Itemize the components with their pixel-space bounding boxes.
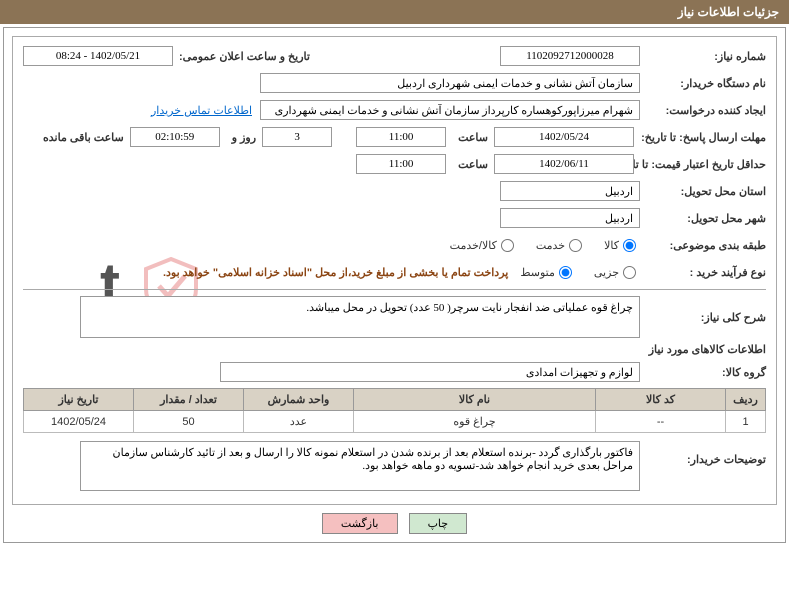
th-qty: تعداد / مقدار xyxy=(134,389,244,411)
requester-label: ایجاد کننده درخواست: xyxy=(646,104,766,117)
cell-code: -- xyxy=(596,411,726,433)
remain-days-input[interactable] xyxy=(262,127,332,147)
group-input[interactable] xyxy=(220,362,640,382)
radio-medium-input[interactable] xyxy=(559,266,572,279)
radio-medium-label: متوسط xyxy=(520,266,555,279)
need-no-input[interactable] xyxy=(500,46,640,66)
category-label: طبقه بندی موضوعی: xyxy=(646,239,766,252)
radio-goods-label: کالا xyxy=(604,239,619,252)
need-no-label: شماره نیاز: xyxy=(646,50,766,63)
table-header-row: ردیف کد کالا نام کالا واحد شمارش تعداد /… xyxy=(24,389,766,411)
time-label-2: ساعت xyxy=(458,158,488,171)
radio-both-label: کالا/خدمت xyxy=(450,239,497,252)
process-radio-group: جزیی متوسط xyxy=(520,266,640,279)
items-table: ردیف کد کالا نام کالا واحد شمارش تعداد /… xyxy=(23,388,766,433)
back-button[interactable]: بازگشت xyxy=(322,513,398,534)
radio-service-label: خدمت xyxy=(536,239,565,252)
page-header: جزئیات اطلاعات نیاز xyxy=(0,0,789,24)
th-date: تاریخ نیاز xyxy=(24,389,134,411)
validity-time-input[interactable] xyxy=(356,154,446,174)
deadline-label: مهلت ارسال پاسخ: تا تاریخ: xyxy=(646,131,766,144)
city-label: شهر محل تحویل: xyxy=(646,212,766,225)
separator-1 xyxy=(23,289,766,290)
time-label-1: ساعت xyxy=(458,131,488,144)
desc-label: شرح کلی نیاز: xyxy=(646,311,766,324)
radio-partial[interactable]: جزیی xyxy=(594,266,640,279)
table-row: 1 -- چراغ قوه عدد 50 1402/05/24 xyxy=(24,411,766,433)
cell-name: چراغ قوه xyxy=(354,411,596,433)
radio-partial-label: جزیی xyxy=(594,266,619,279)
radio-service[interactable]: خدمت xyxy=(536,239,586,252)
radio-goods-input[interactable] xyxy=(623,239,636,252)
th-row: ردیف xyxy=(726,389,766,411)
main-frame: شماره نیاز: تاریخ و ساعت اعلان عمومی: نا… xyxy=(3,27,786,543)
radio-partial-input[interactable] xyxy=(623,266,636,279)
buyer-org-label: نام دستگاه خریدار: xyxy=(646,77,766,90)
remain-suffix-label: ساعت باقی مانده xyxy=(43,131,124,144)
requester-input[interactable] xyxy=(260,100,640,120)
buyer-notes-textarea[interactable]: فاکتور بارگذاری گردد -برنده استعلام بعد … xyxy=(80,441,640,491)
radio-medium[interactable]: متوسط xyxy=(520,266,576,279)
print-button[interactable]: چاپ xyxy=(409,513,468,534)
cell-unit: عدد xyxy=(244,411,354,433)
radio-both[interactable]: کالا/خدمت xyxy=(450,239,518,252)
cell-qty: 50 xyxy=(134,411,244,433)
cell-row: 1 xyxy=(726,411,766,433)
desc-textarea[interactable]: چراغ قوه عملیاتی ضد انفجار نایت سرچر( 50… xyxy=(80,296,640,338)
details-fieldset: شماره نیاز: تاریخ و ساعت اعلان عمومی: نا… xyxy=(12,36,777,505)
city-input[interactable] xyxy=(500,208,640,228)
payment-note: پرداخت تمام یا بخشی از مبلغ خرید،از محل … xyxy=(163,266,508,279)
th-name: نام کالا xyxy=(354,389,596,411)
process-label: نوع فرآیند خرید : xyxy=(646,266,766,279)
contact-link[interactable]: اطلاعات تماس خریدار xyxy=(151,104,252,117)
days-and-label: روز و xyxy=(232,131,256,144)
deadline-time-input[interactable] xyxy=(356,127,446,147)
page-title: جزئیات اطلاعات نیاز xyxy=(678,5,779,19)
th-unit: واحد شمارش xyxy=(244,389,354,411)
radio-goods[interactable]: کالا xyxy=(604,239,640,252)
announce-label: تاریخ و ساعت اعلان عمومی: xyxy=(179,50,310,63)
remain-time-input[interactable] xyxy=(130,127,220,147)
announce-input[interactable] xyxy=(23,46,173,66)
cell-date: 1402/05/24 xyxy=(24,411,134,433)
button-row: چاپ بازگشت xyxy=(12,513,777,534)
group-label: گروه کالا: xyxy=(646,366,766,379)
province-label: استان محل تحویل: xyxy=(646,185,766,198)
buyer-notes-label: توضیحات خریدار: xyxy=(646,453,766,466)
category-radio-group: کالا خدمت کالا/خدمت xyxy=(450,239,640,252)
radio-both-input[interactable] xyxy=(501,239,514,252)
validity-label: حداقل تاریخ اعتبار قیمت: تا تاریخ: xyxy=(646,158,766,171)
validity-date-input[interactable] xyxy=(494,154,634,174)
buyer-org-input[interactable] xyxy=(260,73,640,93)
radio-service-input[interactable] xyxy=(569,239,582,252)
province-input[interactable] xyxy=(500,181,640,201)
th-code: کد کالا xyxy=(596,389,726,411)
items-section-title: اطلاعات کالاهای مورد نیاز xyxy=(23,343,766,356)
deadline-date-input[interactable] xyxy=(494,127,634,147)
